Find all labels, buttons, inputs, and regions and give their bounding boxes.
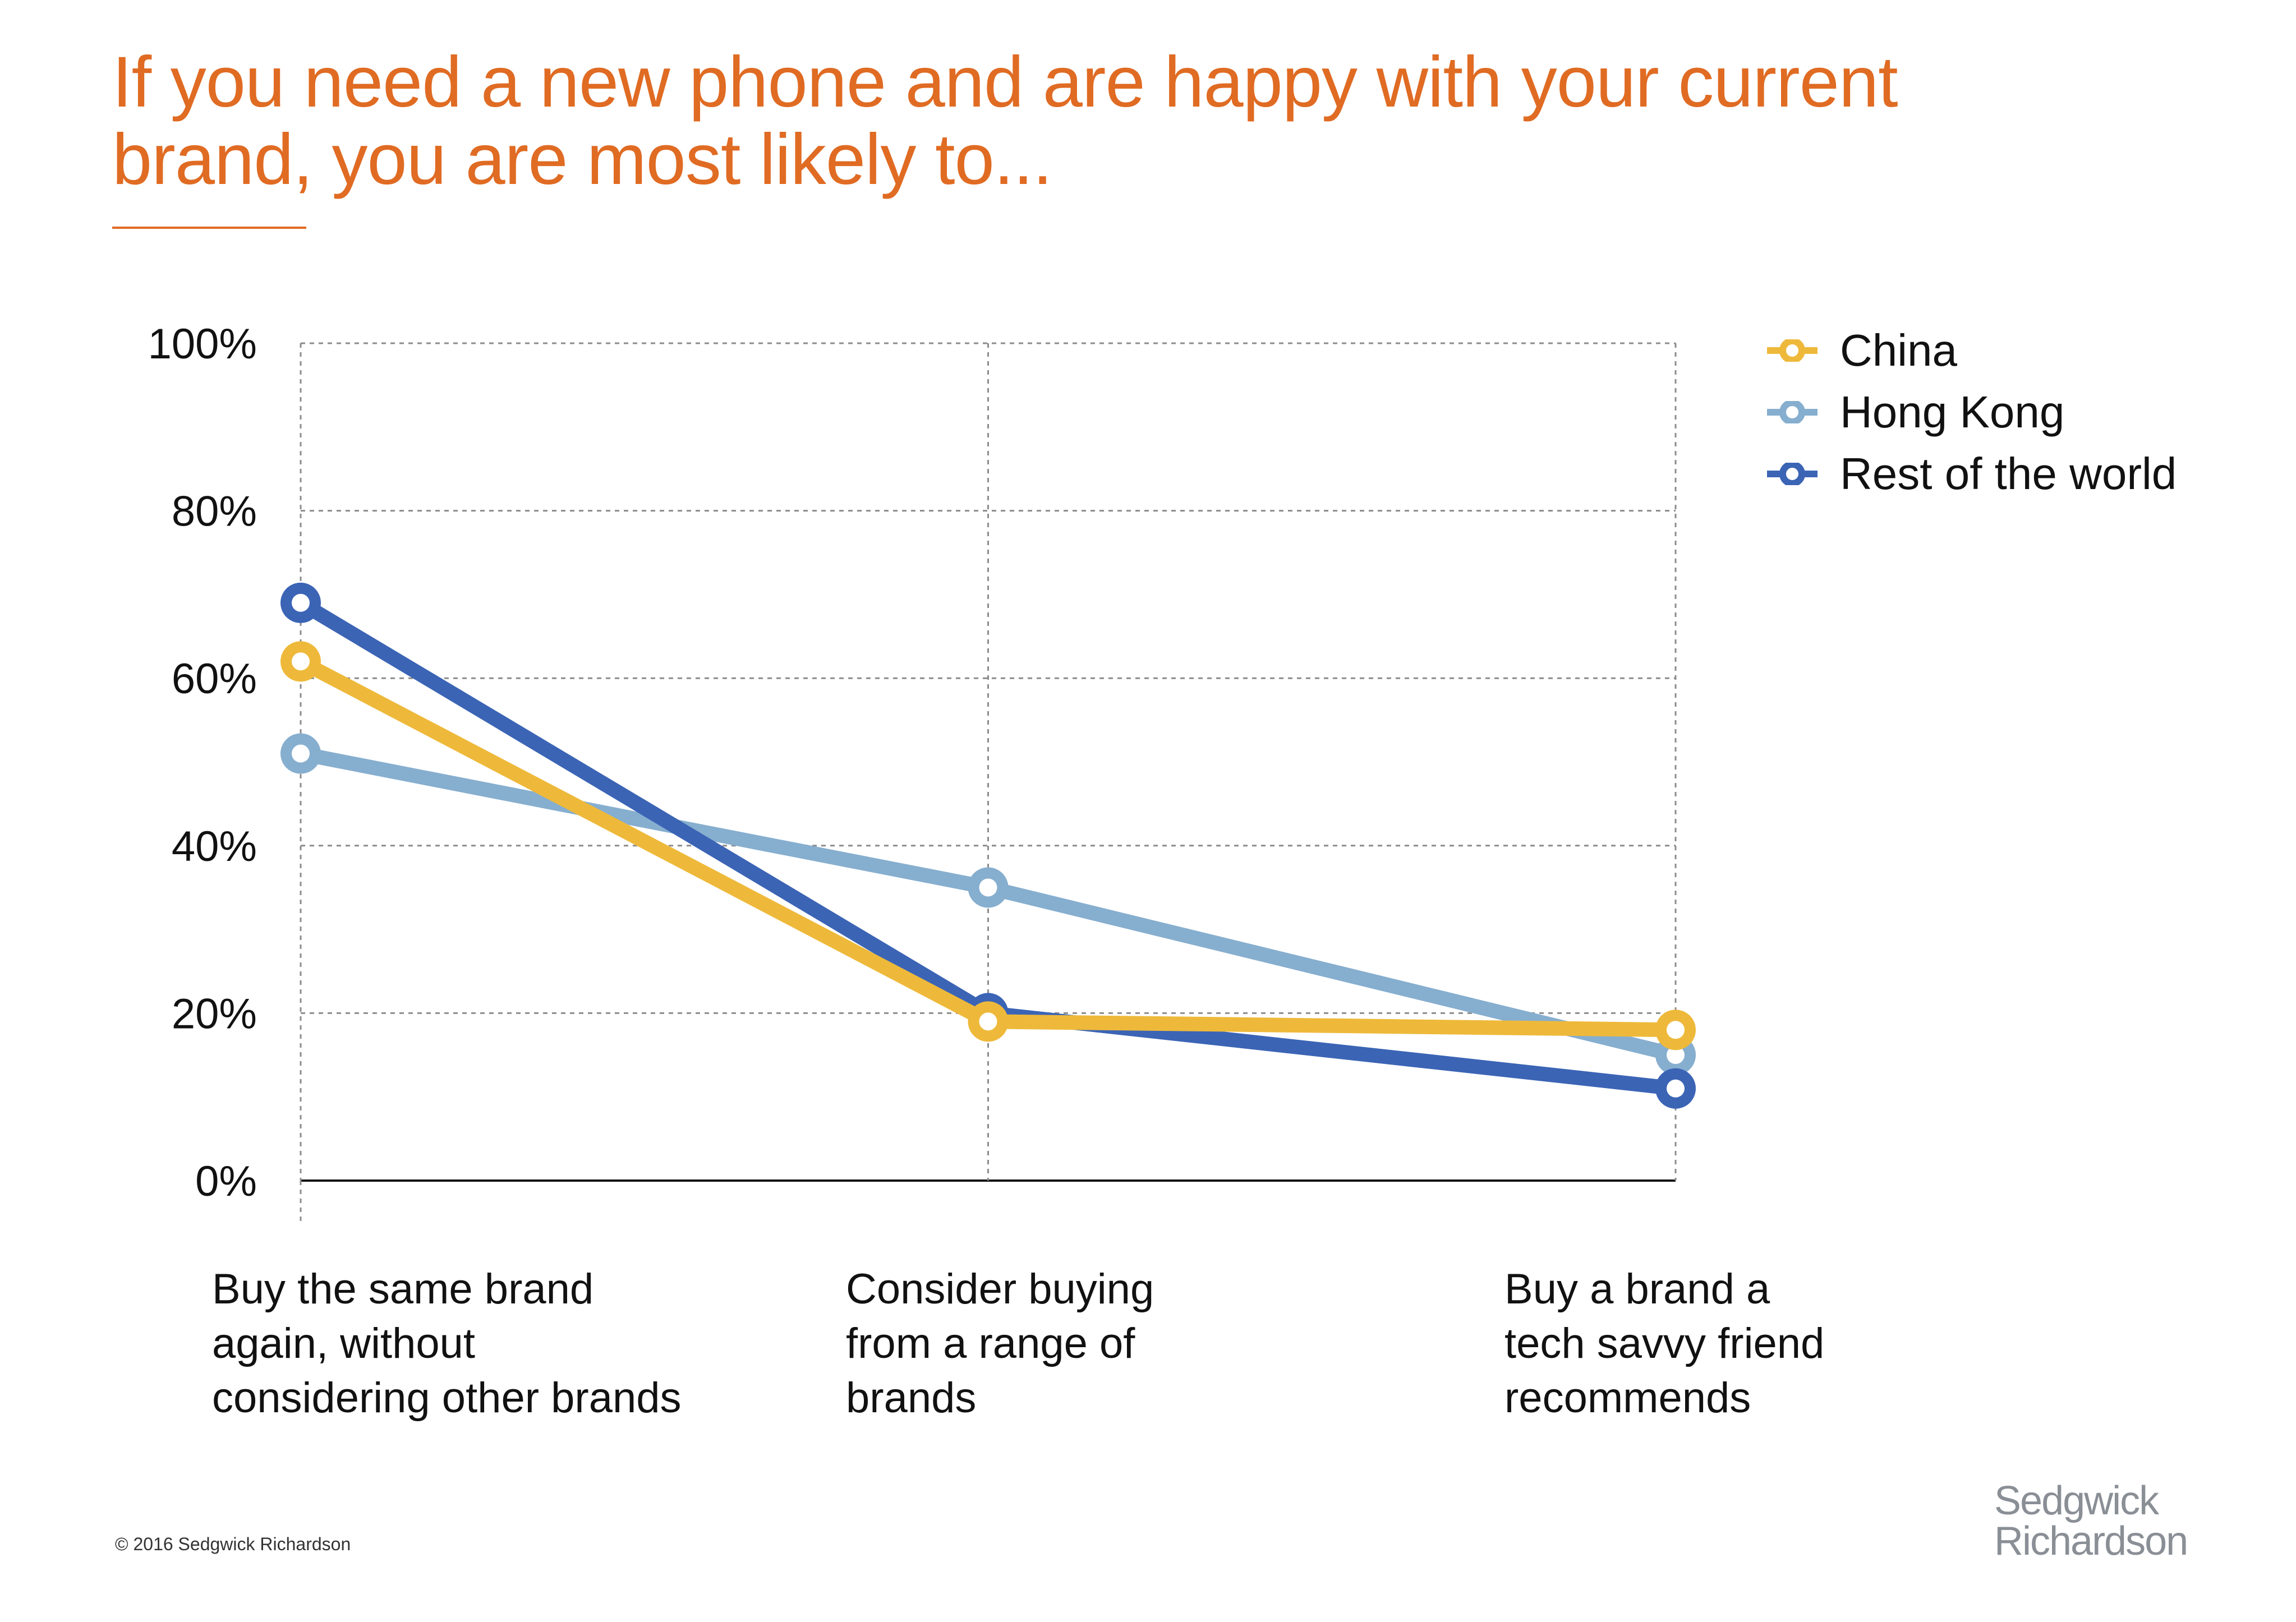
legend-dot-hong-kong [1779,401,1805,423]
legend-label-china: China [1840,325,1958,375]
x-category-label-2: Consider buying from a range of brands [846,1265,1154,1422]
legend-label-rest-of-the-world: Rest of the world [1840,449,2177,499]
logo-line-1: Sedgwick [1994,1478,2159,1523]
x-category-label-1: Buy the same brand again, without consid… [212,1265,682,1422]
y-axis-ticks: 0% 20% 40% 60% 80% 100% [148,320,257,1205]
data-point-center [979,1012,997,1031]
chart-legend: China Hong Kong Rest of the world [1767,320,2177,505]
data-point-center [292,593,310,612]
logo-line-2: Richardson [1994,1519,2188,1564]
x-category-label-3: Buy a brand a tech savvy friend recommen… [1504,1265,1825,1422]
legend-label-hong-kong: Hong Kong [1840,387,2065,437]
title-underline [112,227,306,229]
data-point-center [1667,1079,1685,1098]
legend-item-rest-of-the-world: Rest of the world [1767,443,2177,505]
y-tick-label: 0% [195,1158,257,1205]
legend-marker-china [1767,339,1818,362]
data-point-center [292,652,310,671]
data-point-center [292,744,310,763]
y-tick-label: 100% [148,320,257,368]
chart-title-line-2: brand, you are most likely to... [112,119,1052,200]
data-point-center [1667,1021,1685,1039]
y-tick-label: 40% [172,823,257,870]
chart-series [280,582,1696,1109]
legend-marker-rest-of-the-world [1767,463,1818,485]
y-tick-label: 80% [172,488,257,536]
chart-grid [300,342,1677,1223]
chart-title-line-1: If you need a new phone and are happy wi… [112,42,1898,122]
legend-marker-hong-kong [1767,401,1818,423]
legend-item-china: China [1767,320,2177,381]
data-point-center [979,878,997,897]
series-china [280,641,1696,1050]
chart-title: If you need a new phone and are happy wi… [112,44,2132,199]
y-tick-label: 20% [172,990,257,1038]
legend-dot-china [1779,339,1805,362]
company-logo: Sedgwick Richardson [1994,1478,2188,1564]
legend-dot-rest-of-the-world [1779,463,1805,485]
y-tick-label: 60% [172,655,257,703]
series-hong-kong [280,733,1696,1076]
data-point-center [1667,1046,1685,1065]
copyright-notice: © 2016 Sedgwick Richardson [115,1534,351,1554]
legend-item-hong-kong: Hong Kong [1767,381,2177,443]
